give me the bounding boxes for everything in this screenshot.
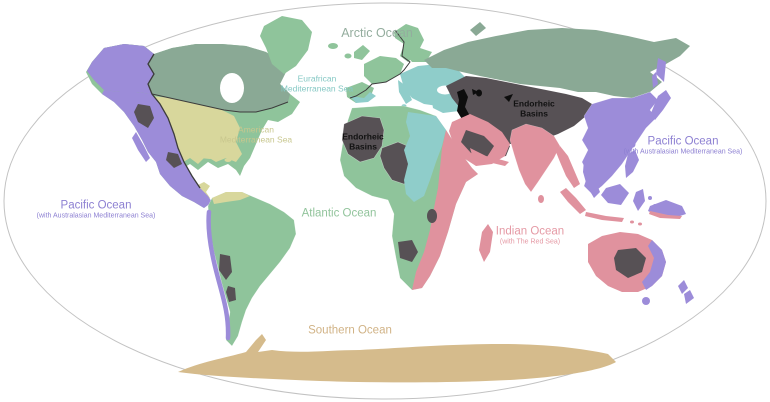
region-mexico-endorheic (166, 152, 182, 168)
region-lesser-sunda-2 (638, 222, 642, 226)
region-altiplano-endorheic (219, 254, 232, 280)
region-sulawesi-pacific (633, 189, 645, 211)
endorheic-callout-arrow-east (504, 94, 513, 102)
endorheic-callout-arrow-west (472, 89, 479, 95)
region-sakhalin-pacific (652, 72, 658, 88)
region-new-zealand-south (684, 290, 694, 304)
region-australia-endorheic (614, 248, 646, 278)
region-borneo-pacific (601, 184, 629, 205)
region-south-america-pacific-strip (206, 209, 231, 341)
region-great-basin-endorheic (134, 104, 154, 128)
region-rift-valley-endorheic (427, 209, 437, 223)
region-taiwan-pacific (630, 140, 636, 148)
region-new-zealand-north (678, 280, 688, 294)
region-iceland (328, 43, 338, 49)
region-sri-lanka-indian (538, 195, 544, 203)
region-india-indian (509, 123, 561, 193)
region-hispaniola (224, 158, 232, 162)
region-hainan-pacific (609, 159, 615, 165)
region-new-guinea-south-indian (649, 211, 682, 219)
region-east-africa-indian (412, 130, 478, 290)
caspian-sea (457, 89, 470, 121)
region-sahara-endorheic (341, 115, 385, 163)
region-arabia-endorheic (461, 130, 494, 157)
aral-sea (476, 89, 482, 97)
region-baja-california (132, 132, 150, 162)
region-italy-mediterranean (398, 80, 412, 104)
region-south-america-caribbean-american-med (212, 192, 250, 204)
region-japan-pacific (651, 90, 671, 120)
region-patagonia-endorheic (226, 286, 236, 302)
region-baltic-atlantic (404, 48, 432, 62)
europe-divide-line (349, 29, 411, 99)
region-west-coast-pacific (102, 90, 212, 208)
region-cuba (198, 152, 224, 159)
region-lesser-sunda-1 (630, 220, 634, 224)
region-mediterranean-iberia (350, 92, 376, 103)
region-alaska-pacific (87, 44, 154, 94)
region-east-asia-pacific (581, 91, 659, 195)
hudson-bay (220, 73, 244, 103)
region-greenland-atlantic (260, 16, 312, 74)
arctic-divide-line-canada (151, 93, 289, 113)
region-south-america-atlantic (207, 191, 297, 347)
region-britain-atlantic (354, 45, 370, 60)
region-antarctica-southern (178, 334, 616, 383)
region-moluccas-1 (648, 196, 652, 200)
region-kamchatka-pacific (656, 58, 666, 82)
region-ireland (344, 53, 352, 59)
region-korea-pacific (643, 110, 652, 122)
region-australia-east-pacific (642, 240, 666, 290)
region-west-europe-atlantic (364, 56, 404, 84)
region-siberia-arctic (424, 28, 690, 98)
region-iran-coast-indian (470, 148, 509, 166)
globe-outline (3, 2, 767, 400)
region-madagascar-indian (479, 224, 493, 262)
region-philippines-pacific (625, 150, 639, 178)
region-tasmania-pacific (642, 297, 650, 305)
region-kalahari-endorheic (398, 240, 418, 262)
region-malay-peninsula-pacific (583, 160, 600, 198)
region-balkans-black-sea-mediterranean (400, 64, 466, 106)
region-myanmar-indian (556, 146, 580, 188)
region-sumatra-indian (560, 188, 586, 214)
region-novaya-zemlya (470, 22, 486, 36)
region-nile-mediterranean (404, 112, 446, 202)
continental-divide-line-americas (147, 53, 201, 189)
region-java-indian (585, 212, 624, 222)
